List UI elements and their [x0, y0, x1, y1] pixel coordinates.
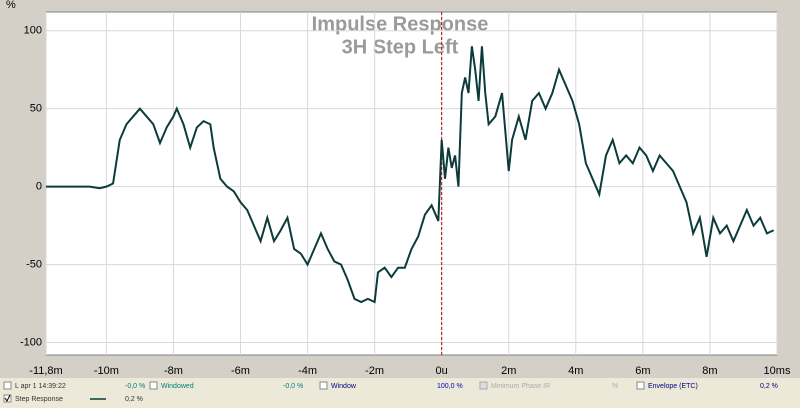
y-axis-label: %: [6, 0, 16, 11]
x-tick-label: 0u: [436, 365, 448, 377]
checkbox[interactable]: [479, 381, 488, 390]
legend-text: 100,0 %: [437, 383, 463, 390]
checkbox[interactable]: [3, 394, 12, 403]
legend-text: L apr 1 14:39:22: [15, 383, 66, 390]
x-tick-label: 4m: [568, 365, 583, 377]
checkbox[interactable]: [636, 381, 645, 390]
chart-title: Impulse Response: [312, 13, 489, 35]
series-line: [46, 46, 775, 304]
x-tick-label: 2m: [501, 365, 516, 377]
chart-subtitle: 3H Step Left: [342, 36, 459, 58]
legend-text: Envelope (ETC): [648, 383, 698, 390]
x-tick-label: -6m: [231, 365, 250, 377]
legend-series-name: Step Response: [15, 396, 63, 403]
checkbox[interactable]: [3, 381, 12, 390]
y-tick-label: -50: [26, 258, 42, 270]
x-tick-label: -11,8m: [29, 365, 62, 377]
y-tick-label: -100: [20, 336, 42, 348]
x-tick-label: 8m: [702, 365, 717, 377]
x-tick-label: 6m: [635, 365, 650, 377]
checkbox[interactable]: [149, 381, 158, 390]
legend-text: Windowed: [161, 383, 194, 390]
legend-bar: [0, 378, 800, 408]
checkbox[interactable]: [319, 381, 328, 390]
y-tick-label: 50: [30, 103, 42, 115]
y-tick-label: 100: [24, 25, 42, 37]
x-tick-label: 10ms: [764, 365, 791, 377]
plot-area: [45, 11, 778, 356]
legend-text: -0,0 %: [283, 383, 303, 390]
x-tick-label: -4m: [298, 365, 317, 377]
y-tick-label: 0: [36, 181, 42, 193]
legend-text: -0,0 %: [125, 383, 145, 390]
legend-text: Minimum Phase IR: [491, 383, 550, 390]
legend-text: 0,2 %: [760, 383, 778, 390]
x-tick-label: -10m: [94, 365, 119, 377]
legend-text: %: [612, 383, 618, 390]
legend-text: Window: [331, 383, 357, 390]
check-mark: [4, 394, 11, 402]
legend-text: 0,2 %: [125, 396, 143, 403]
x-tick-label: -8m: [164, 365, 183, 377]
x-tick-label: -2m: [365, 365, 384, 377]
